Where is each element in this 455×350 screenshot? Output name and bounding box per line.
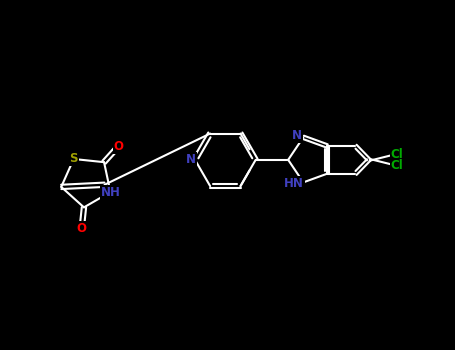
Text: S: S (70, 153, 78, 166)
Text: O: O (114, 140, 124, 153)
Text: N: N (292, 129, 302, 142)
Text: HN: HN (284, 177, 304, 190)
Text: Cl: Cl (390, 159, 403, 172)
Text: O: O (77, 222, 87, 236)
Text: N: N (186, 153, 196, 166)
Text: NH: NH (101, 186, 121, 198)
Text: Cl: Cl (390, 148, 403, 161)
